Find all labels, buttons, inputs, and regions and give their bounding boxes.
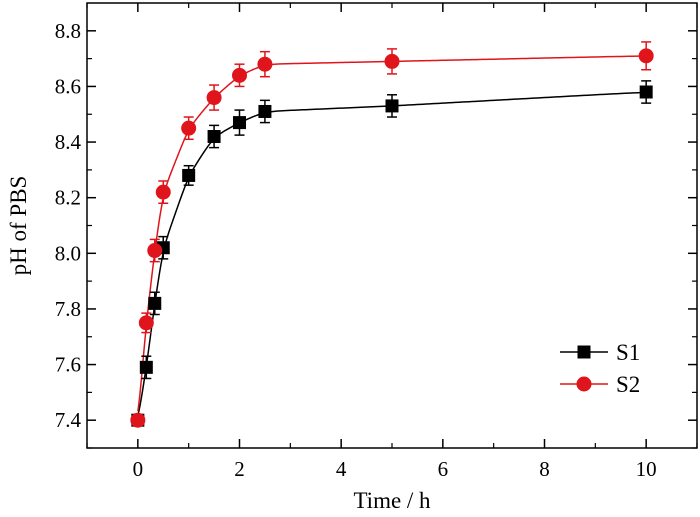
point-s1 [639,85,653,99]
legend-item-s2: S2 [560,372,640,397]
point-s2 [206,90,222,106]
y-tick-label: 7.4 [55,408,82,432]
legend-marker-s2 [576,376,592,392]
legend-label-s2: S2 [616,372,640,397]
y-tick-label: 8.6 [55,74,81,98]
point-s2 [384,53,400,69]
y-tick-label: 8.0 [55,241,81,265]
y-tick-label: 8.4 [55,130,82,154]
x-tick-label: 0 [133,457,144,481]
x-tick-label: 4 [336,457,347,481]
legend-marker-s1 [577,345,591,359]
point-s2 [130,412,146,428]
point-s1 [258,104,272,118]
x-tick-label: 10 [636,457,657,481]
point-s1 [139,360,153,374]
point-s2 [638,48,654,64]
axis-ticks [86,3,698,449]
y-tick-label: 8.8 [55,19,81,43]
point-s1 [207,130,221,143]
point-s2 [181,120,197,136]
x-tick-label: 6 [438,457,449,481]
point-s1 [182,168,196,182]
x-tick-label: 2 [234,457,245,481]
legend-item-s1: S1 [560,340,640,365]
y-tick-label: 8.2 [55,186,81,210]
tick-labels: 0 2 4 6 8 10 7.4 7.6 7.8 8.0 8.2 8.4 8.6 8.8 [55,19,657,481]
x-axis-title: Time / h [353,488,431,513]
point-s2 [257,56,273,72]
point-s2 [147,243,163,259]
point-s1 [233,116,246,130]
point-s2 [155,184,171,200]
legend-label-s1: S1 [616,340,640,365]
x-tick-label: 8 [539,457,550,481]
point-s2 [232,67,247,83]
point-s1 [385,99,399,113]
y-axis-title: pH of PBS [6,176,31,276]
data-markers [130,48,654,428]
y-tick-label: 7.8 [55,297,81,321]
point-s2 [138,315,154,331]
y-tick-label: 7.6 [55,353,81,377]
point-s1 [148,296,162,310]
